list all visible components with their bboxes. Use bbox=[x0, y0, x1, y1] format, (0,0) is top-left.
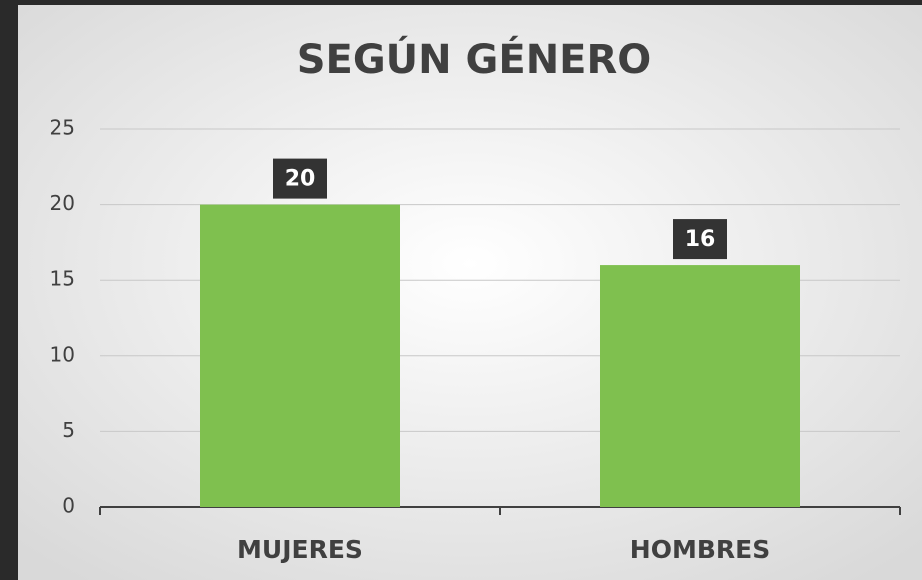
data-label-box bbox=[273, 158, 327, 199]
x-tick-label: MUJERES bbox=[237, 535, 363, 564]
data-label: 20 bbox=[285, 167, 316, 192]
bar bbox=[200, 204, 400, 507]
y-tick-label: 15 bbox=[50, 267, 75, 291]
x-tick-label: HOMBRES bbox=[630, 535, 770, 564]
bar bbox=[600, 265, 800, 507]
y-tick-label: 10 bbox=[50, 342, 75, 366]
y-tick-label: 0 bbox=[62, 494, 75, 518]
y-tick-label: 25 bbox=[50, 116, 75, 140]
y-tick-label: 20 bbox=[50, 191, 75, 215]
chart-title: SEGÚN GÉNERO bbox=[297, 35, 652, 83]
data-label: 16 bbox=[685, 227, 716, 252]
data-label-box bbox=[673, 219, 727, 260]
y-tick-label: 5 bbox=[62, 418, 75, 442]
